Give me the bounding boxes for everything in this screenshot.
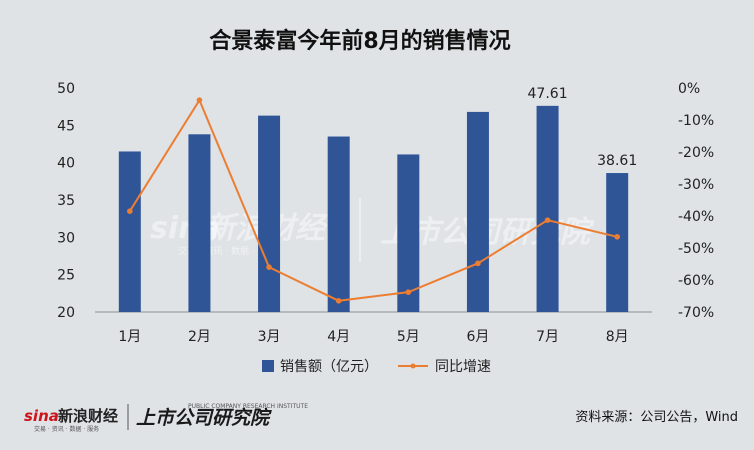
left-tick-label: 20 xyxy=(57,305,75,321)
bar-series xyxy=(118,105,629,312)
bar-data-label: 47.61 xyxy=(528,86,568,102)
bar xyxy=(118,151,141,312)
x-tick-label: 4月 xyxy=(327,329,350,345)
source-text: 资料来源：公司公告，Wind xyxy=(575,410,738,425)
legend-bar-swatch xyxy=(262,360,274,372)
right-tick-label: -70% xyxy=(678,305,714,321)
left-tick-label: 25 xyxy=(57,268,75,284)
bar xyxy=(536,105,559,312)
legend-bar-label: 销售额（亿元） xyxy=(280,359,378,375)
left-axis: 20 25 30 35 40 45 50 xyxy=(57,81,75,321)
logo-sina-name: 新浪财经 xyxy=(58,407,118,425)
right-tick-label: 0% xyxy=(678,81,700,97)
bar-data-labels: 47.61 38.61 xyxy=(528,86,638,169)
x-tick-label: 2月 xyxy=(188,329,211,345)
right-tick-label: -10% xyxy=(678,113,714,129)
growth-point xyxy=(127,208,133,214)
chart-title: 合景泰富今年前8月的销售情况 xyxy=(209,28,510,54)
left-tick-label: 35 xyxy=(57,193,75,209)
growth-point xyxy=(196,97,203,103)
bar-data-label: 38.61 xyxy=(597,153,637,169)
right-tick-label: -20% xyxy=(678,145,714,161)
growth-point xyxy=(544,217,551,223)
bar xyxy=(258,115,281,312)
right-axis: -70% -60% -50% -40% -30% -20% -10% 0% xyxy=(678,81,714,321)
x-tick-label: 7月 xyxy=(536,329,559,345)
growth-point xyxy=(405,289,412,295)
line-series xyxy=(127,97,620,304)
left-tick-label: 40 xyxy=(57,156,75,172)
left-tick-label: 50 xyxy=(57,81,75,97)
footer-logo: sina 新浪财经 交易 · 资讯 · 数据 · 服务 上市公司研究院 PUBL… xyxy=(24,403,308,433)
logo-brand-sub: PUBLIC COMPANY RESEARCH INSTITUTE xyxy=(188,403,308,410)
bar xyxy=(188,134,211,312)
legend-line-label: 同比增速 xyxy=(435,359,491,375)
right-tick-label: -50% xyxy=(678,241,714,257)
left-tick-label: 45 xyxy=(57,118,75,134)
center-watermark: sina 新浪财经 交易 · 资讯 · 数据 · 服务 上市公司研究院 xyxy=(150,198,595,262)
left-tick-label: 30 xyxy=(57,230,75,246)
legend: 销售额（亿元） 同比增速 xyxy=(262,359,491,375)
right-tick-label: -40% xyxy=(678,209,714,225)
right-tick-label: -60% xyxy=(678,273,714,289)
growth-point xyxy=(614,234,620,240)
growth-line xyxy=(128,97,618,302)
x-tick-label: 1月 xyxy=(118,329,141,345)
growth-point xyxy=(266,264,272,271)
legend-line-marker xyxy=(410,363,416,369)
bar xyxy=(606,173,629,312)
logo-sina-sub: 交易 · 资讯 · 数据 · 服务 xyxy=(34,425,99,433)
x-tick-label: 5月 xyxy=(397,329,420,345)
x-tick-label: 8月 xyxy=(606,329,629,345)
logo-brand: 上市公司研究院 xyxy=(136,407,272,429)
growth-point xyxy=(335,298,342,304)
x-tick-label: 6月 xyxy=(466,329,489,345)
x-axis: 1月 2月 3月 4月 5月 6月 7月 8月 xyxy=(95,311,652,345)
right-tick-label: -30% xyxy=(678,177,714,193)
bar xyxy=(466,111,489,312)
bar xyxy=(397,154,420,312)
logo-sina-mark: sina xyxy=(24,407,59,425)
x-tick-label: 3月 xyxy=(258,329,281,345)
bar xyxy=(327,136,350,312)
growth-point xyxy=(475,260,481,267)
